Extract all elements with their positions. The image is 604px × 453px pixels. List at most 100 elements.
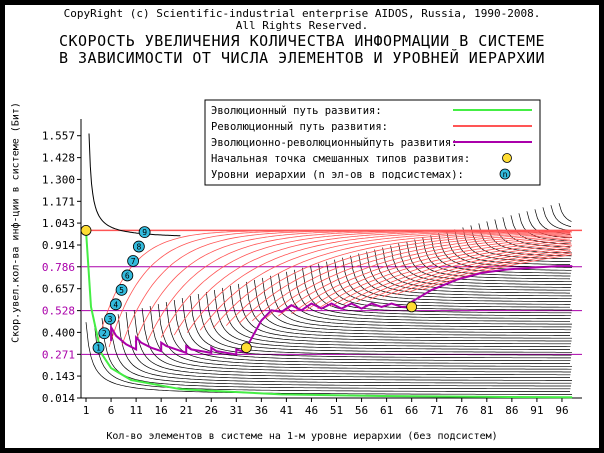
series-1-point-43 [456,279,458,281]
series-1-point-21 [235,348,237,350]
legend-swatch-4 [499,168,511,180]
hierarchy-curve-black-23 [270,275,571,331]
x-tick-label-18: 91 [530,404,543,417]
hierarchy-curve-red-20 [356,245,573,303]
chart-plot: 0.014 0.143 0.271 0.400 0.528 0.657 0.786 0.914… [42,99,582,417]
series-1-point-15 [200,350,202,352]
hierarchy-curve-black-28 [310,265,571,317]
series-1-point-26 [270,309,272,311]
hierarchy-curve-red-16 [304,238,571,312]
x-tick-label-16: 81 [480,404,493,417]
hierarchy-level-marker-1 [98,327,111,340]
x-tick-label-6: 31 [230,404,243,417]
hierarchy-level-marker-3 [109,298,122,311]
y-tick-label-2: 0.271 [42,348,75,361]
hierarchy-curve-black-13 [189,295,571,359]
legend-label-3: Начальная точка смешанных типов развития… [211,153,470,165]
series-1-point-47 [556,265,558,267]
hierarchy-level-label-1: 2 [102,329,107,338]
series-1-point-2 [115,335,117,337]
series-0-point-8 [481,396,483,398]
series-1-point-10 [165,345,167,347]
y-tick-label-0: 0.014 [42,392,75,405]
legend-label-4: Уровни иерархии (n эл-ов в подсистемах): [211,169,464,181]
x-axis-label: Кол-во элементов в системе на 1-м уровне… [106,431,498,442]
series-1-point-28 [290,304,293,306]
series-1-point-14 [190,348,192,350]
hierarchy-curve-black-12 [181,297,571,362]
series-1-point-16 [210,352,212,354]
hierarchy-curve-red-7 [186,230,571,333]
series-1-point-34 [350,302,353,305]
hierarchy-curve-black-15 [205,291,572,353]
initial-curve [88,133,181,237]
series-1-point-42 [431,289,433,291]
x-tick-label-1: 6 [108,404,115,417]
hierarchy-level-label-8: 9 [142,228,147,237]
hierarchy-curve-black-36 [374,249,570,294]
chart-title-line-2: В ЗАВИСИМОСТИ ОТ ЧИСЛА ЭЛЕМЕНТОВ И УРОВН… [58,49,546,67]
hierarchy-curve-black-16 [213,289,570,350]
series-1-point-9 [160,341,162,344]
x-tick-label-12: 61 [380,404,393,417]
mixed-start-point-0 [80,224,92,236]
y-tick-label-5: 0.657 [42,283,75,296]
x-tick-label-5: 26 [205,404,218,417]
hierarchy-curve-red-13 [265,234,572,319]
hierarchy-curve-black-20 [245,281,572,339]
x-tick-label-0: 1 [83,404,90,417]
series-0-point-5 [180,388,182,390]
hierarchy-curve-black-31 [334,259,570,308]
y-tick-label-12: 1.557 [42,130,75,143]
hierarchy-curve-black-10 [165,302,572,367]
hierarchy-curve-red-25 [421,254,573,291]
y-tick-label-7: 0.914 [42,239,75,252]
hierarchy-curve-black-0 [85,322,573,395]
series-1-point-33 [340,307,343,310]
hierarchy-curve-black-52 [502,217,571,248]
series-1-point-25 [260,319,262,322]
hierarchy-curve-black-59 [558,203,572,222]
hierarchy-curve-black-5 [125,312,572,381]
hierarchy-curve-red-18 [330,241,572,307]
series-1-point-11 [175,348,177,350]
hierarchy-level-label-3: 4 [113,300,118,309]
series-0-point-6 [280,393,282,396]
hierarchy-curve-red-14 [278,235,572,317]
x-tick-label-8: 41 [280,404,293,417]
hierarchy-curve-black-42 [422,237,571,277]
series-1-point-39 [401,306,403,308]
hierarchy-curve-black-11 [173,299,570,364]
hierarchy-curve-black-55 [526,211,573,239]
series-1-point-32 [330,302,333,305]
mixed-start-point-2 [406,301,418,313]
hierarchy-curve-black-19 [237,283,572,342]
hierarchy-curve-black-3 [109,316,571,387]
hierarchy-curve-black-1 [93,320,570,392]
hierarchy-curve-red-12 [252,233,571,322]
series-1-point-44 [481,272,483,274]
x-tick-label-10: 51 [330,404,343,417]
hierarchy-level-marker-6 [127,255,140,267]
hierarchy-curve-black-27 [302,267,571,319]
x-tick-label-14: 71 [430,404,443,417]
series-1-point-35 [360,307,363,310]
hierarchy-level-marker-7 [132,240,145,253]
chart-title-line-1: СКОРОСТЬ УВЕЛИЧЕНИЯ КОЛИЧЕСТВА ИНФОРМАЦИ… [58,32,546,50]
hierarchy-curve-red-10 [226,231,573,326]
series-1-point-3 [125,343,127,345]
x-tick-label-2: 11 [129,404,142,417]
hierarchy-curve-red-11 [239,232,571,324]
y-tick-label-9: 1.171 [42,195,75,208]
series-1-point-19 [225,352,227,354]
series-1-point-1 [110,326,112,328]
hierarchy-curve-black-17 [221,287,571,348]
hierarchy-level-label-0: 1 [96,344,101,353]
hierarchy-curve-black-21 [253,279,570,336]
x-tick-label-3: 16 [155,404,168,417]
series-1-point-36 [370,302,373,305]
hierarchy-level-label-6: 7 [131,257,136,266]
copyright-line-2: All Rights Reserved. [235,19,369,32]
series-0-point-4 [130,379,132,381]
hierarchy-level-label-4: 5 [119,286,124,295]
